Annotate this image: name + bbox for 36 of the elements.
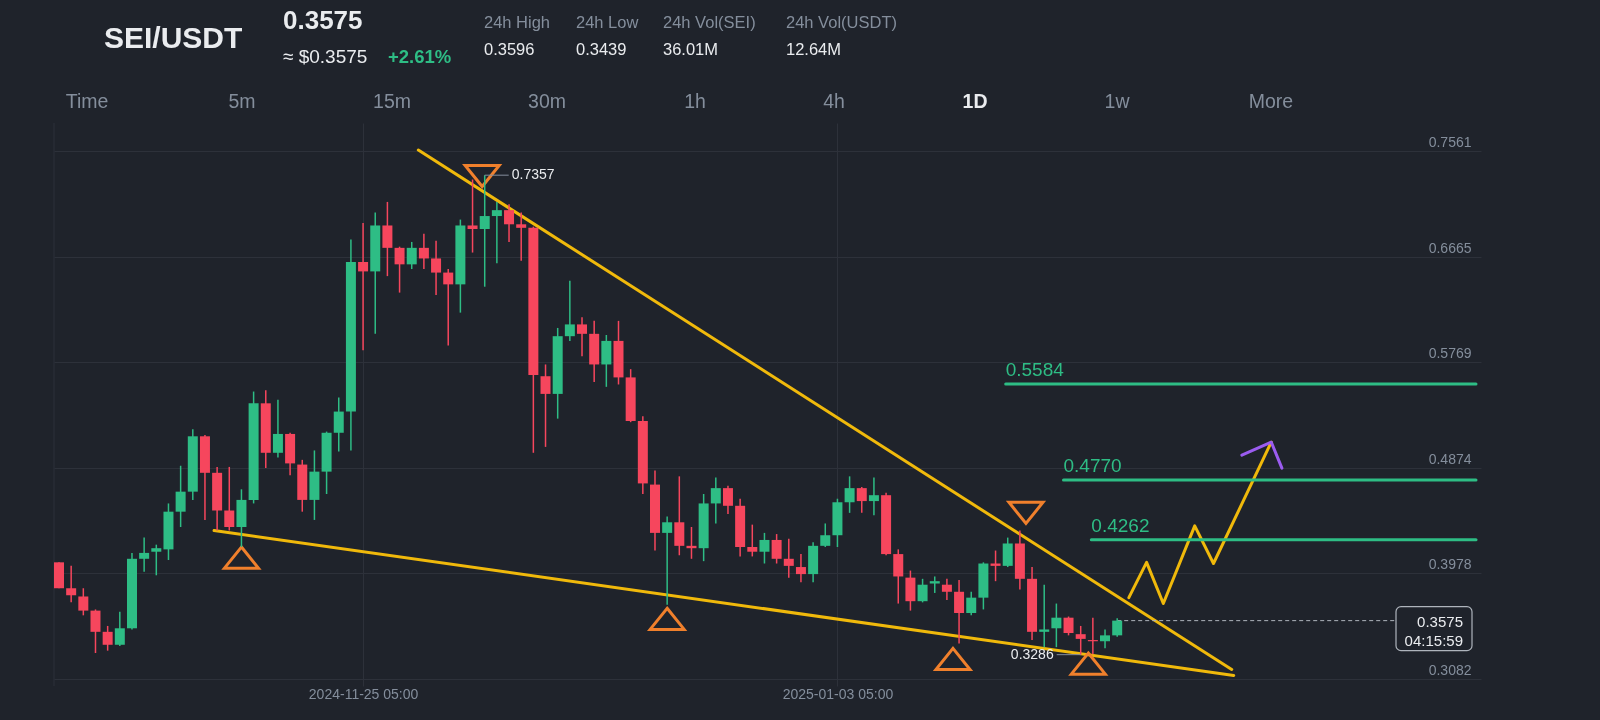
annotation: 0.3286: [1010, 645, 1054, 662]
text: ≈ $0.3575: [283, 46, 368, 67]
x-tick-label: 2025-01-03 05:00: [782, 685, 894, 702]
y-tick-label: 0.3978: [1428, 556, 1472, 573]
text: 24h Vol(USDT): [786, 13, 897, 31]
text: 0.3439: [576, 40, 627, 58]
y-tick-label: 0.7561: [1428, 134, 1472, 151]
text: 12.64M: [786, 40, 842, 58]
data-label: 0.4770: [1063, 454, 1122, 476]
annotation: 0.7357: [511, 166, 555, 183]
y-tick-label: 0.4874: [1428, 450, 1472, 467]
y-tick-label: 0.6665: [1428, 239, 1472, 256]
text: 24h High: [484, 13, 551, 31]
y-tick-label: 0.5769: [1428, 345, 1472, 362]
text: 30m: [528, 90, 566, 112]
text: 15m: [373, 90, 411, 112]
x-tick-label: 2024-11-25 05:00: [308, 685, 419, 702]
data-label: 0.4262: [1091, 514, 1150, 536]
text: 1w: [1104, 90, 1131, 112]
text: 1h: [684, 90, 706, 112]
text: More: [1248, 90, 1294, 112]
text: 4h: [823, 90, 845, 112]
text: 24h Low: [576, 13, 639, 31]
y-tick-label: 0.3082: [1428, 661, 1472, 678]
text: 5m: [228, 90, 256, 112]
text: +2.61%: [388, 46, 452, 67]
text: 36.01M: [663, 40, 719, 58]
data-label: 0.5584: [1005, 359, 1065, 381]
text: 1D: [962, 90, 988, 112]
ref-line-label: 0.3575: [1417, 612, 1463, 630]
chart-title: SEI/USDT: [104, 21, 243, 54]
text: Time: [65, 90, 109, 112]
annotation: 04:15:59: [1404, 631, 1463, 649]
text: 24h Vol(SEI): [663, 13, 756, 31]
chart-subtitle: 0.3575: [283, 5, 363, 35]
text: 0.3596: [484, 40, 535, 58]
